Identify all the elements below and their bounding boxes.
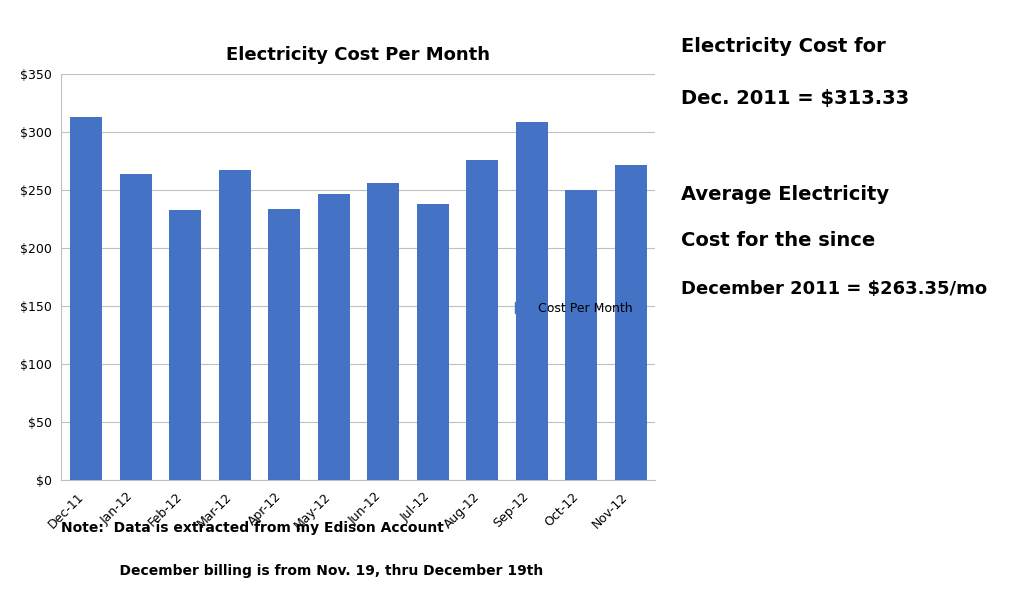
- Text: Dec. 2011 = $313.33: Dec. 2011 = $313.33: [681, 89, 909, 108]
- Bar: [317, 193, 350, 480]
- Bar: [120, 174, 152, 480]
- Text: December billing is from Nov. 19, thru December 19th: December billing is from Nov. 19, thru D…: [61, 564, 544, 578]
- Text: Average Electricity: Average Electricity: [681, 185, 889, 204]
- Bar: [614, 164, 647, 480]
- Bar: [268, 209, 300, 480]
- Text: Note:  Data is extracted from my Edison Account: Note: Data is extracted from my Edison A…: [61, 521, 444, 535]
- Bar: [169, 210, 202, 480]
- Title: Electricity Cost Per Month: Electricity Cost Per Month: [226, 46, 490, 64]
- Text: Cost for the since: Cost for the since: [681, 231, 876, 250]
- Bar: [218, 171, 251, 480]
- Legend: Cost Per Month: Cost Per Month: [510, 297, 637, 320]
- Bar: [70, 116, 102, 480]
- Text: December 2011 = $263.35/mo: December 2011 = $263.35/mo: [681, 280, 987, 298]
- Bar: [515, 121, 548, 480]
- Bar: [466, 160, 499, 480]
- Bar: [417, 204, 449, 480]
- Bar: [565, 190, 597, 480]
- Text: Electricity Cost for: Electricity Cost for: [681, 37, 886, 56]
- Bar: [367, 183, 399, 480]
